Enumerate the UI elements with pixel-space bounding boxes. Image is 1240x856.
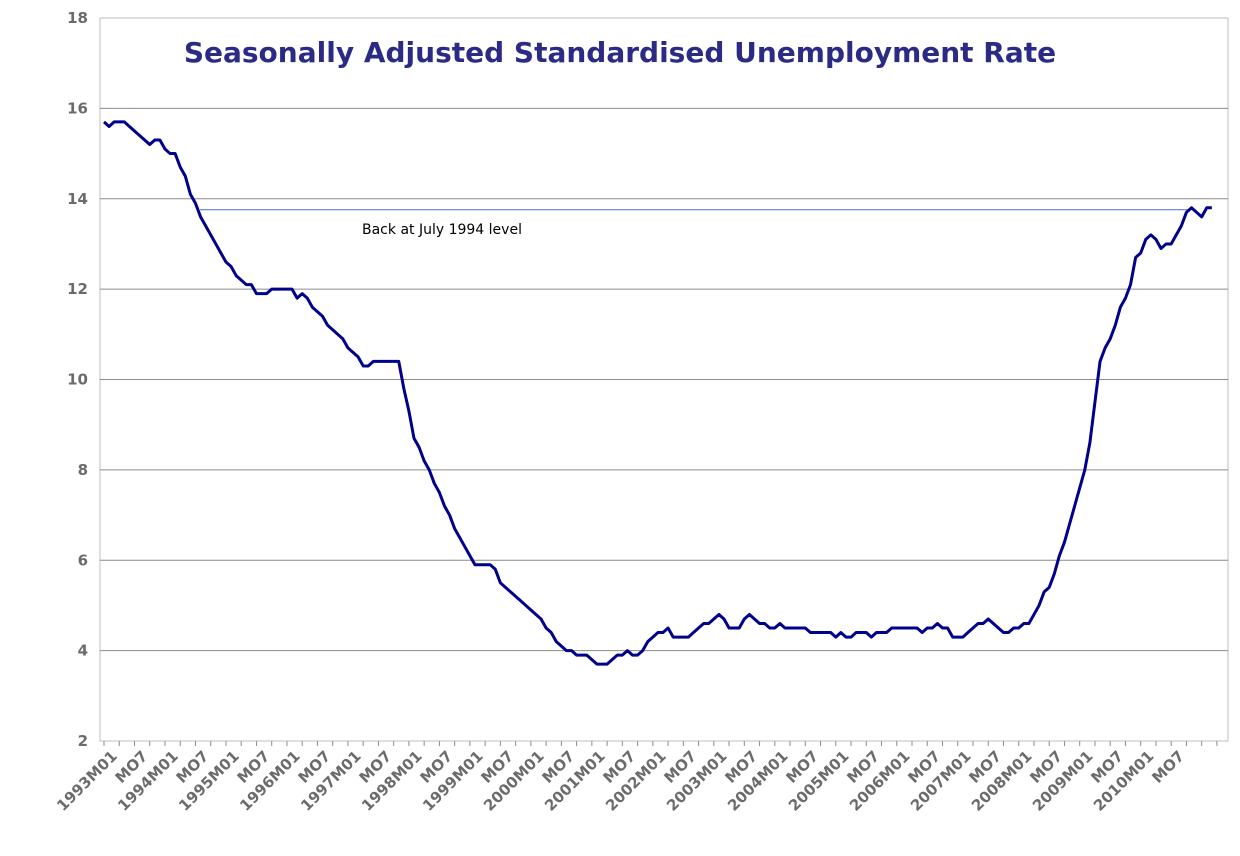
x-axis-tick-labels: 1993M01MO71994M01MO71995M01MO71996M01MO7… bbox=[53, 747, 1188, 815]
y-tick-label: 8 bbox=[78, 461, 88, 479]
y-tick-label: 6 bbox=[78, 551, 88, 569]
y-tick-label: 14 bbox=[67, 190, 88, 208]
chart-title: Seasonally Adjusted Standardised Unemplo… bbox=[184, 36, 1056, 69]
x-tick-label: MO7 bbox=[1148, 747, 1188, 787]
y-tick-label: 12 bbox=[67, 280, 88, 298]
x-tick-label: 1993M01 bbox=[53, 747, 121, 815]
y-tick-label: 4 bbox=[78, 642, 88, 660]
x-axis-tick-marks bbox=[103, 741, 1218, 746]
annotation-label: Back at July 1994 level bbox=[362, 222, 522, 238]
y-tick-label: 10 bbox=[67, 371, 88, 389]
y-tick-label: 18 bbox=[67, 9, 88, 27]
y-tick-label: 2 bbox=[78, 732, 88, 750]
y-axis-tick-labels: 2 4 6 8 10 12 14 16 18 bbox=[67, 9, 88, 750]
y-tick-label: 16 bbox=[67, 99, 88, 117]
series-line bbox=[103, 120, 1212, 666]
